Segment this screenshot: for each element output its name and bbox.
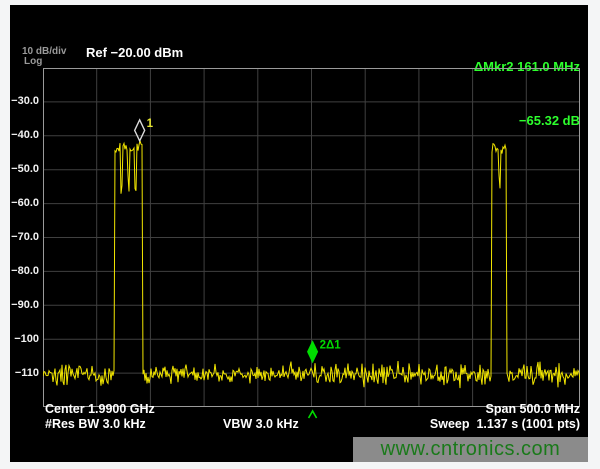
amplitude-mode-label: Log [24,56,43,67]
y-axis-tick-label: −70.0 [11,231,39,243]
delta-marker-amplitude: −65.32 dB [518,113,580,128]
delta-marker-readout: ΔMkr2 161.0 MHz −65.32 dB [474,22,580,166]
sweep-label: Sweep 1.137 s (1001 pts) [429,417,580,431]
marker-2-position-caret [307,409,318,419]
trace-line [43,140,580,389]
marker-1-diamond [133,118,146,143]
grid-border [43,68,580,407]
span-label: Span 500.0 MHz [485,402,580,416]
watermark-text: www.cntronics.com [380,438,561,460]
marker-1-label: 1 [147,118,154,130]
y-axis-tick-label: −90.0 [11,298,39,311]
spectrum-plot: 1 2Δ1 [43,68,580,419]
y-axis-tick-label: −80.0 [11,264,39,277]
amplitude-scale-label: 10 dB/div [22,46,67,57]
y-axis-tick-label: −100 [14,332,39,345]
y-axis-tick-label: −30.0 [11,95,39,108]
watermark-band: www.cntronics.com [353,437,588,462]
center-frequency-label: Center 1.9900 GHz [45,402,155,416]
y-axis-labels: −30.0 −40.0 −50.0 −60.0 −70.0 −80.0 −90.0 −100 −… [10,68,39,407]
y-axis-tick-label: −40.0 [11,129,39,142]
marker-2-diamond [307,340,319,364]
y-axis-tick-label: −110 [14,366,39,379]
ref-level-label: Ref −20.00 dBm [86,45,184,60]
y-axis-tick-label: −60.0 [11,197,39,210]
y-axis-tick-label: −50.0 [11,163,39,176]
marker-2-label: 2Δ1 [320,339,342,351]
res-bw-label: #Res BW 3.0 kHz [45,417,146,431]
vbw-label: VBW 3.0 kHz [223,417,299,431]
delta-marker-freq: ΔMkr2 161.0 MHz [473,59,580,74]
analyzer-screen: 10 dB/div Log Ref −20.00 dBm ΔMkr2 161.0… [10,5,588,462]
